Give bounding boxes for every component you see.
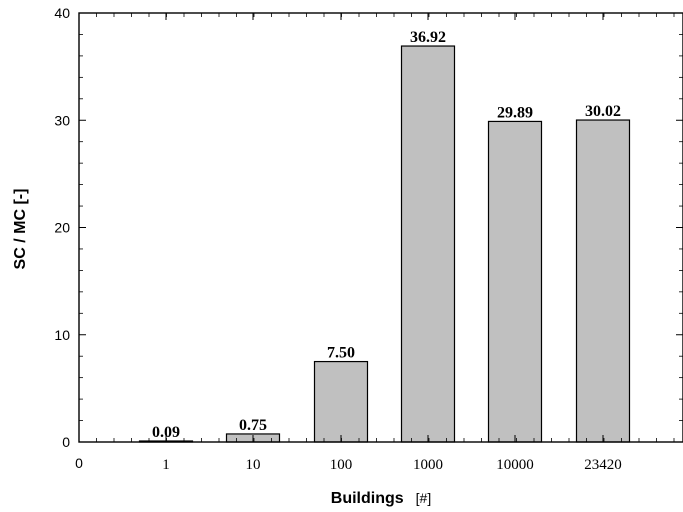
bar-23420 xyxy=(575,119,631,443)
x-axis-title-text: Buildings xyxy=(331,490,404,507)
data-label-100: 7.50 xyxy=(327,345,355,362)
bar-100 xyxy=(313,360,369,443)
x-tick-label-100: 100 xyxy=(330,457,353,473)
x-origin-label: 0 xyxy=(75,455,83,471)
y-tick-label-30: 30 xyxy=(54,112,70,128)
tick-labels-layer: 0 1 10 100 1000 10000 23420 0 10 20 30 40 xyxy=(54,5,621,473)
data-label-1000: 36.92 xyxy=(410,29,446,46)
x-axis-unit: [#] xyxy=(416,490,432,506)
y-tick-label-0: 0 xyxy=(62,434,70,450)
y-tick-label-40: 40 xyxy=(54,5,70,21)
bars-layer xyxy=(138,45,631,443)
data-label-10000: 29.89 xyxy=(497,104,533,121)
x-tick-label-23420: 23420 xyxy=(584,457,622,473)
data-label-23420: 30.02 xyxy=(585,103,621,120)
data-label-1: 0.09 xyxy=(152,424,180,441)
x-tick-label-10000: 10000 xyxy=(496,457,534,473)
y-axis-title: SC / MC [-] xyxy=(12,189,29,270)
y-tick-label-20: 20 xyxy=(54,220,70,236)
axes-layer xyxy=(78,12,683,443)
titles-layer: Buildings [#] SC / MC [-] xyxy=(12,189,431,507)
data-labels-layer: 0.09 0.75 7.50 36.92 29.89 30.02 xyxy=(152,29,621,441)
bar-10000 xyxy=(487,120,543,443)
x-tick-label-1: 1 xyxy=(162,457,170,473)
x-tick-label-1000: 1000 xyxy=(413,457,443,473)
data-label-10: 0.75 xyxy=(239,417,267,434)
x-tick-label-10: 10 xyxy=(246,457,261,473)
x-axis-title: Buildings [#] xyxy=(331,490,431,507)
plot-frame xyxy=(78,12,683,443)
bar-1000 xyxy=(400,45,456,443)
y-tick-label-10: 10 xyxy=(54,327,70,343)
